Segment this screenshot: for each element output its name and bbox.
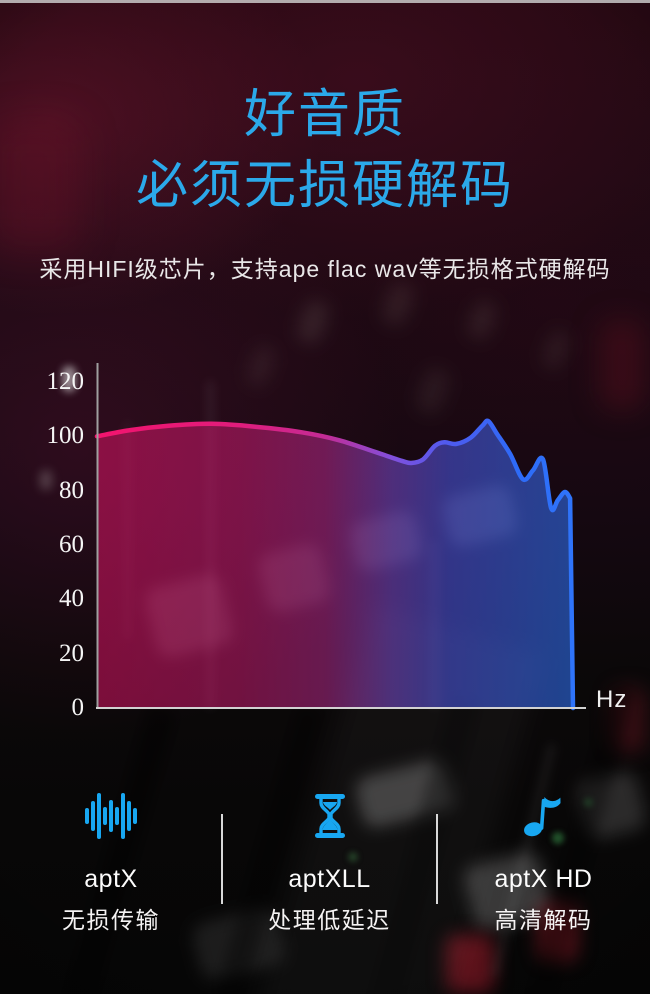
page-subtitle: 采用HIFI级芯片，支持ape flac wav等无损格式硬解码 <box>39 256 611 282</box>
title-line-2: 必须无损硬解码 <box>135 156 514 215</box>
feature-subtitle: 处理低延迟 <box>268 907 391 933</box>
bg-shape <box>439 482 521 550</box>
bg-shape <box>255 541 333 615</box>
bg-shape <box>206 380 215 710</box>
hourglass-icon <box>311 791 349 841</box>
bg-shape <box>124 420 131 640</box>
feature-title: aptX HD <box>494 865 593 893</box>
feature-subtitle: 高清解码 <box>494 907 593 933</box>
bg-shape <box>346 508 426 574</box>
waveform-icon <box>83 791 139 841</box>
feature-divider <box>436 814 438 904</box>
bg-shape <box>293 296 333 348</box>
y-tick-label: 20 <box>59 639 84 667</box>
bg-shape <box>378 278 418 330</box>
title-line-1: 好音质 <box>243 86 406 144</box>
feature-aptxll: aptXLL 处理低延迟 <box>222 791 437 935</box>
feature-title: aptX <box>84 865 138 893</box>
bg-shape <box>142 571 236 661</box>
feature-title: aptXLL <box>288 865 371 893</box>
page-title: 好音质 必须无损硬解码 <box>0 80 650 221</box>
bg-shape <box>243 342 279 390</box>
feature-subtitle: 无损传输 <box>62 907 160 933</box>
x-axis-unit-label: Hz <box>596 686 628 713</box>
music-note-icon <box>522 791 566 841</box>
feature-aptx-hd: aptX HD 高清解码 <box>437 791 650 935</box>
bg-shape <box>538 327 574 373</box>
y-tick-label: 120 <box>46 368 85 395</box>
feature-aptx: aptX 无损传输 <box>0 791 222 935</box>
y-tick-label: 100 <box>46 422 85 450</box>
y-tick-label: 0 <box>71 694 85 721</box>
y-tick-label: 40 <box>59 585 84 613</box>
feature-divider <box>221 814 223 904</box>
y-tick-label: 60 <box>59 531 84 558</box>
bg-shape <box>412 364 454 418</box>
bg-shape <box>600 320 644 410</box>
bg-shape <box>463 297 501 343</box>
feature-row: aptX 无损传输 aptXLL <box>0 791 650 935</box>
top-edge-highlight <box>0 0 650 3</box>
y-tick-label: 80 <box>59 476 84 504</box>
